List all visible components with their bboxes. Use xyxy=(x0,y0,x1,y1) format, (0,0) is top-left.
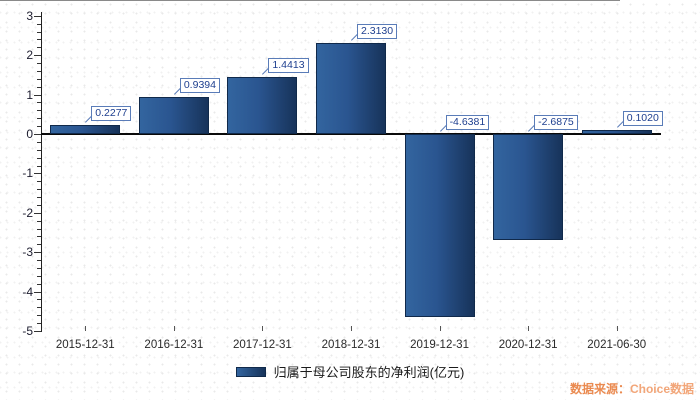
y-axis-label: -1 xyxy=(22,166,33,181)
y-axis-tick xyxy=(37,181,41,183)
y-axis-tick xyxy=(37,236,41,238)
x-axis-label: 2019-12-31 xyxy=(410,339,469,351)
y-axis-tick xyxy=(34,331,41,332)
legend-label: 归属于母公司股东的净利润(亿元) xyxy=(273,365,465,380)
y-axis-tick xyxy=(37,220,41,222)
value-label: 0.1020 xyxy=(622,110,663,126)
y-axis-tick xyxy=(37,307,41,309)
bar-2017-12-31[interactable] xyxy=(227,77,298,134)
x-axis-tick xyxy=(85,326,87,331)
y-axis-tick xyxy=(37,102,41,104)
y-axis-tick xyxy=(34,94,41,96)
zero-baseline xyxy=(41,133,661,135)
y-axis-label: 1 xyxy=(26,87,33,102)
y-axis-label: -2 xyxy=(22,205,33,220)
y-axis-tick xyxy=(37,110,41,112)
bar-2015-12-31[interactable] xyxy=(50,125,121,134)
y-axis-tick xyxy=(34,134,41,135)
x-axis-tick xyxy=(351,326,352,331)
y-axis-tick xyxy=(37,260,41,262)
x-axis-tick xyxy=(262,326,264,331)
y-axis-label: 0 xyxy=(26,127,33,141)
y-axis-label: -4 xyxy=(22,284,33,299)
y-axis-tick xyxy=(37,197,41,199)
value-label: -4.6381 xyxy=(445,115,490,130)
bar-2018-12-31[interactable] xyxy=(316,42,386,134)
y-axis-tick xyxy=(37,267,41,269)
y-axis-label: -5 xyxy=(22,324,33,338)
y-axis-label: 3 xyxy=(26,8,33,23)
x-axis-tick xyxy=(528,326,530,331)
y-axis-tick xyxy=(37,244,41,246)
x-axis-tick xyxy=(616,326,618,331)
value-label: 0.2277 xyxy=(91,106,132,122)
y-axis-tick xyxy=(37,141,41,143)
y-axis-tick xyxy=(34,291,41,293)
value-label: 1.4413 xyxy=(268,58,309,74)
y-axis-tick xyxy=(34,252,41,254)
y-axis-tick xyxy=(34,212,41,214)
y-axis-tick xyxy=(37,165,41,167)
data-source-prefix: 数据来源： xyxy=(569,382,630,396)
x-axis-label: 2020-12-31 xyxy=(498,339,558,351)
y-axis-tick xyxy=(37,323,41,325)
bar-2020-12-31[interactable] xyxy=(493,134,564,240)
y-axis-tick xyxy=(37,118,41,120)
x-axis-line xyxy=(0,0,620,1)
y-axis-tick xyxy=(34,173,41,175)
y-axis-tick xyxy=(37,157,41,159)
value-label: 0.9394 xyxy=(179,77,220,93)
y-axis-tick xyxy=(37,204,41,206)
y-axis-tick xyxy=(34,15,41,17)
y-axis-label: 2 xyxy=(26,48,33,63)
y-axis-tick xyxy=(37,126,41,128)
x-axis-tick xyxy=(439,326,441,331)
y-axis-tick xyxy=(37,228,41,230)
y-axis-tick xyxy=(37,78,41,80)
y-axis-tick xyxy=(37,31,41,33)
y-axis-tick xyxy=(37,23,41,25)
y-axis-tick xyxy=(37,47,41,49)
y-axis-label: -3 xyxy=(22,245,33,260)
y-axis-tick xyxy=(37,63,41,65)
legend[interactable]: 归属于母公司股东的净利润(亿元) xyxy=(0,362,700,381)
y-axis-tick xyxy=(37,149,41,151)
y-axis-tick xyxy=(37,275,41,277)
y-axis-tick xyxy=(34,55,41,57)
bar-2021-06-30[interactable] xyxy=(581,129,652,134)
bar-2016-12-31[interactable] xyxy=(138,96,209,134)
y-axis-tick xyxy=(37,70,41,72)
y-axis-tick xyxy=(37,86,41,88)
x-axis-label: 2018-12-31 xyxy=(321,339,381,351)
y-axis-tick xyxy=(37,315,41,317)
y-axis-tick xyxy=(37,283,41,285)
x-axis-tick xyxy=(173,326,175,331)
data-source: 数据来源：Choice数据 xyxy=(570,380,694,397)
y-axis-tick xyxy=(37,39,41,41)
value-label: 2.3130 xyxy=(357,23,398,39)
x-axis-label: 2017-12-31 xyxy=(233,339,292,351)
x-axis-label: 2021-06-30 xyxy=(587,339,647,351)
bar-2019-12-31[interactable] xyxy=(404,134,475,317)
y-axis-line xyxy=(41,12,42,332)
x-axis-label: 2015-12-31 xyxy=(55,339,115,351)
data-source-name: Choice数据 xyxy=(629,382,694,396)
y-axis-tick xyxy=(37,299,41,301)
y-axis-tick xyxy=(37,189,41,191)
value-label: -2.6875 xyxy=(534,115,578,130)
legend-swatch-icon xyxy=(235,366,266,377)
x-axis-label: 2016-12-31 xyxy=(144,339,204,351)
